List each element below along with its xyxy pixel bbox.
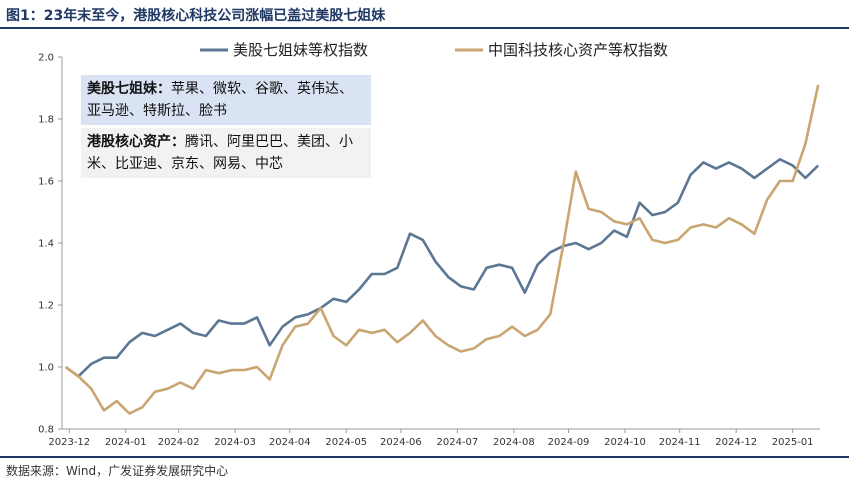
x-tick-label: 2025-01 <box>772 437 814 448</box>
y-tick-label: 2.0 <box>38 53 54 64</box>
note-us-heading: 美股七姐妹： <box>87 81 171 97</box>
note-hk-core-assets: 港股核心资产：腾讯、阿里巴巴、美团、小米、比亚迪、京东、网易、中芯 <box>81 128 371 178</box>
series-line-us-magnificent-seven <box>64 158 820 378</box>
y-tick-label: 1.0 <box>38 363 54 374</box>
x-tick-label: 2024-11 <box>659 437 701 448</box>
source-note: 数据来源：Wind，广发证券发展研究中心 <box>6 464 229 478</box>
legend-label: 美股七姐妹等权指数 <box>233 41 368 59</box>
note-us-magnificent-seven: 美股七姐妹：苹果、微软、谷歌、英伟达、亚马逊、特斯拉、脸书 <box>81 75 371 125</box>
series-layer <box>64 84 820 415</box>
series-line-china-tech-core <box>64 84 820 415</box>
x-tick-label: 2024-07 <box>437 437 479 448</box>
x-tick-label: 2024-12 <box>715 437 757 448</box>
figure-title: 图1：23年末至今，港股核心科技公司涨幅已盖过美股七姐妹 <box>6 8 386 24</box>
legend-label: 中国科技核心资产等权指数 <box>488 41 668 59</box>
y-tick-label: 1.6 <box>38 177 54 188</box>
note-hk-body: 腾讯、阿里巴巴、美团、小米、比亚迪、京东、网易、中芯 <box>87 134 353 172</box>
line-chart: 0.8 1.0 1.2 1.4 1.6 1.8 2.0 2023-12 2024-01 2024… <box>38 41 820 448</box>
x-tick-label: 2024-01 <box>105 437 147 448</box>
note-hk-heading: 港股核心资产： <box>87 134 185 150</box>
x-tick-label: 2024-03 <box>214 437 256 448</box>
top-rule <box>0 27 849 29</box>
x-tick-label: 2024-06 <box>380 437 422 448</box>
note-us-body: 苹果、微软、谷歌、英伟达、亚马逊、特斯拉、脸书 <box>87 81 353 119</box>
y-tick-label: 0.8 <box>38 425 54 436</box>
y-tick-label: 1.2 <box>38 301 54 312</box>
x-tick-label: 2024-08 <box>493 437 535 448</box>
x-tick-label: 2024-02 <box>158 437 200 448</box>
bottom-rule <box>0 456 849 458</box>
x-axis: 2023-12 2024-01 2024-02 2024-03 2024-04 2024-… <box>48 428 820 448</box>
x-tick-label: 2024-09 <box>548 437 590 448</box>
y-axis: 0.8 1.0 1.2 1.4 1.6 1.8 2.0 <box>38 53 63 436</box>
y-tick-label: 1.8 <box>38 115 54 126</box>
legend: 美股七姐妹等权指数 中国科技核心资产等权指数 <box>200 41 668 59</box>
x-tick-label: 2024-10 <box>604 437 646 448</box>
x-tick-label: 2024-05 <box>325 437 367 448</box>
y-tick-label: 1.4 <box>38 239 54 250</box>
x-tick-label: 2023-12 <box>48 437 90 448</box>
x-tick-label: 2024-04 <box>269 437 311 448</box>
